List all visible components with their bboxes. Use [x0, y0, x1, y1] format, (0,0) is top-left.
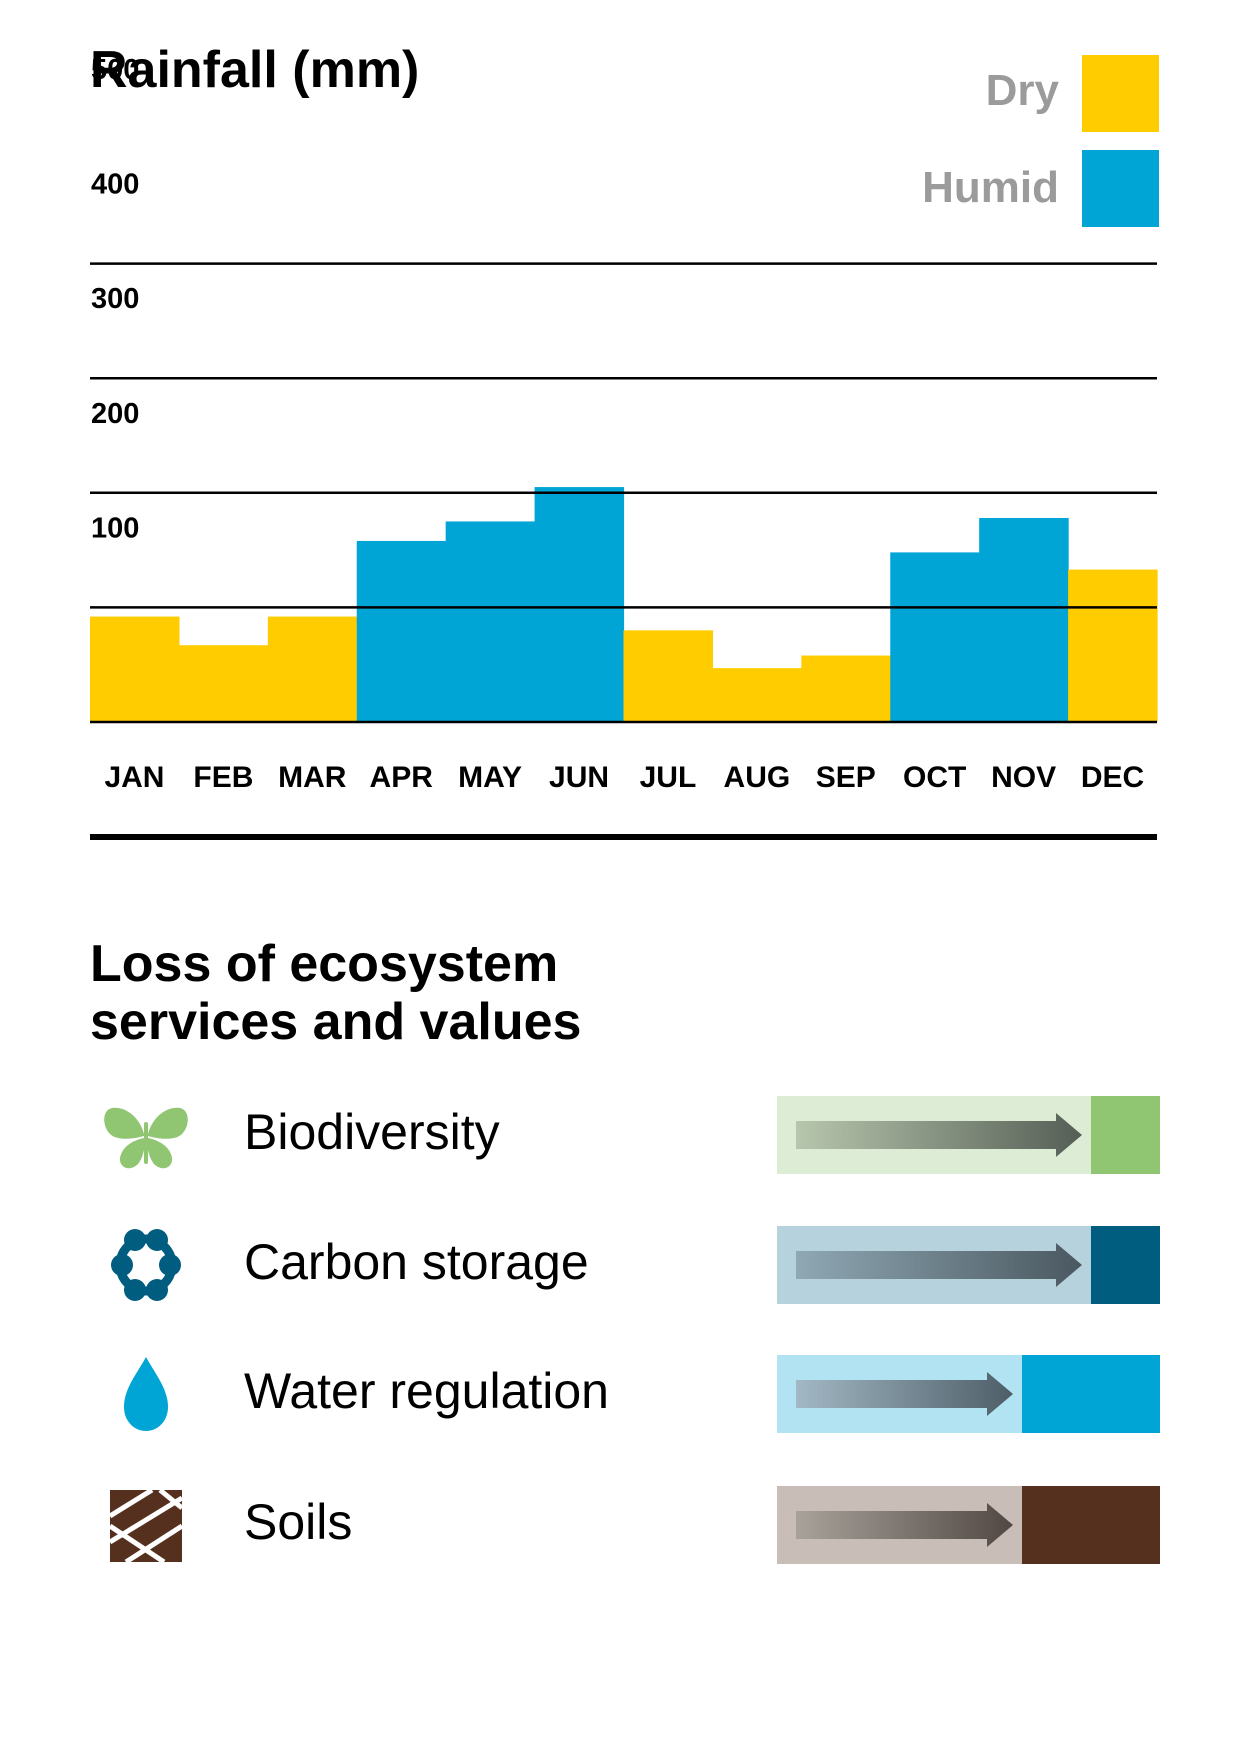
bar-apr	[356, 540, 447, 722]
bar-jan	[90, 616, 180, 722]
service-label: Water regulation	[244, 1363, 609, 1419]
y-tick-label-300: 300	[91, 283, 139, 315]
bar-nov	[979, 518, 1069, 722]
loss-section-title-line-1: Loss of ecosystem	[90, 935, 559, 993]
bar-may	[445, 521, 536, 722]
rainfall-chart: 100 200 300 400 500 JAN FEB MAR APR MAY JUN JUL AUG…	[90, 54, 1158, 840]
gridlines	[90, 262, 1157, 724]
bar-jun	[534, 487, 625, 722]
x-tick-label-oct: OCT	[903, 761, 966, 794]
bar-mar	[267, 616, 358, 722]
bar-group	[90, 487, 1158, 722]
loss-bar	[777, 1096, 1160, 1174]
loss-bar	[777, 1486, 1160, 1564]
arrow-right-icon	[796, 1503, 1013, 1547]
x-tick-label-sep: SEP	[816, 761, 876, 794]
legend-label-humid: Humid	[922, 163, 1059, 212]
bar-sep	[801, 655, 891, 722]
arrow-right-icon	[796, 1113, 1082, 1157]
x-tick-label-jan: JAN	[104, 761, 164, 794]
bar-feb	[178, 645, 269, 722]
legend-swatch-dry	[1082, 55, 1159, 132]
bar-oct	[890, 552, 980, 722]
loss-section-title: Loss of ecosystem services and values	[90, 935, 581, 1051]
service-row-carbon-storage: Carbon storage	[90, 1226, 1170, 1304]
chart-title: Rainfall (mm)	[90, 41, 420, 99]
bar-aug	[712, 668, 802, 722]
loss-bar	[777, 1355, 1160, 1433]
y-tick-label-500: 500	[91, 54, 139, 86]
loss-bar-lost	[1091, 1096, 1160, 1174]
x-tick-label-apr: APR	[370, 761, 434, 794]
y-tick-label-100: 100	[91, 512, 139, 544]
y-tick-label-200: 200	[91, 398, 139, 430]
water-drop-icon	[100, 1355, 192, 1433]
service-label: Soils	[244, 1494, 353, 1550]
loss-bar-lost	[1091, 1226, 1160, 1304]
y-axis-tick-labels: 100 200 300 400 500	[91, 54, 139, 544]
x-tick-label-jun: JUN	[549, 761, 609, 794]
arrow-right-icon	[796, 1372, 1013, 1416]
legend-swatch-humid	[1082, 150, 1159, 227]
soil-layers-icon	[100, 1486, 192, 1565]
bar-dec	[1068, 569, 1158, 722]
service-label: Biodiversity	[244, 1104, 500, 1160]
service-label: Carbon storage	[244, 1234, 589, 1290]
service-row-biodiversity: Biodiversity	[90, 1096, 1170, 1174]
x-tick-label-jul: JUL	[640, 761, 697, 794]
x-tick-label-feb: FEB	[193, 761, 253, 794]
x-tick-label-mar: MAR	[278, 761, 347, 794]
x-tick-label-dec: DEC	[1081, 761, 1144, 794]
x-tick-label-nov: NOV	[991, 761, 1056, 794]
service-row-soils: Soils	[90, 1486, 1170, 1565]
x-tick-label-aug: AUG	[724, 761, 791, 794]
molecule-ring-icon	[100, 1226, 192, 1304]
loss-section-title-line-2: services and values	[90, 993, 582, 1051]
loss-bar	[777, 1226, 1160, 1304]
butterfly-icon	[100, 1096, 192, 1174]
legend-label-dry: Dry	[985, 66, 1059, 115]
bar-jul	[623, 630, 714, 722]
x-axis-tick-labels: JAN FEB MAR APR MAY JUN JUL AUG SEP OCT NOV DEC	[104, 761, 1144, 794]
service-row-water-regulation: Water regulation	[90, 1355, 1170, 1433]
loss-bar-lost	[1022, 1355, 1160, 1433]
y-tick-label-400: 400	[91, 169, 139, 201]
arrow-right-icon	[796, 1243, 1082, 1287]
x-tick-label-may: MAY	[458, 761, 522, 794]
loss-bar-lost	[1022, 1486, 1160, 1564]
